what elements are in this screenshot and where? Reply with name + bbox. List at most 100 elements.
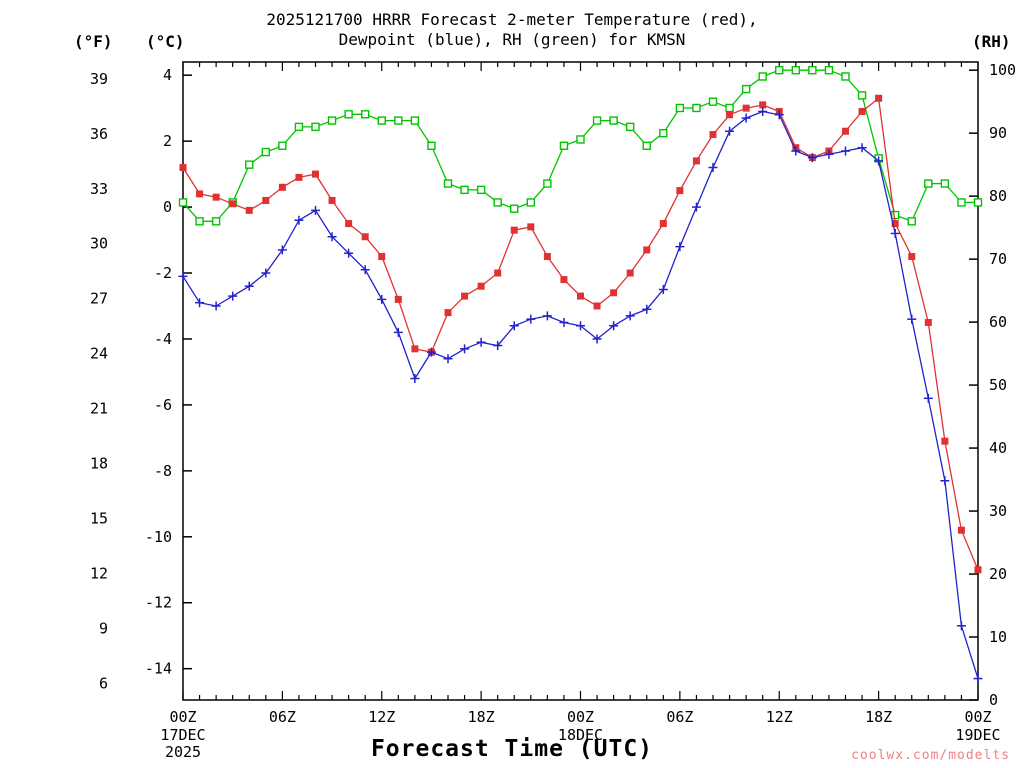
temperature-series-marker: [411, 345, 419, 353]
rh-series-marker: [841, 72, 850, 81]
x-axis-title: Forecast Time (UTC): [370, 736, 654, 762]
x-tick-label: 06Z: [666, 708, 693, 726]
x-date-label: 19DEC: [955, 726, 1000, 744]
rh-series-marker: [294, 122, 304, 132]
temperature-series-marker: [560, 276, 568, 284]
rh-series-marker: [211, 217, 221, 226]
c-tick-label: -6: [154, 396, 172, 414]
rh-series-marker: [576, 135, 585, 144]
x-tick-label: 18Z: [865, 708, 892, 726]
temperature-series-marker: [626, 269, 634, 277]
plot-frame: [182, 61, 979, 701]
rh-tick-label: 100: [989, 61, 1016, 79]
rh-tick-label: 20: [989, 565, 1007, 583]
rh-series-marker: [758, 72, 767, 81]
rh-tick-label: 0: [989, 691, 998, 709]
rh-series-marker: [725, 103, 734, 113]
x-year-label: 2025: [165, 743, 201, 761]
watermark-link[interactable]: coolwx.com/modelts: [851, 748, 1010, 763]
x-date-label: 18DEC: [558, 726, 603, 744]
f-tick-label: 15: [90, 509, 108, 527]
rh-series-marker: [195, 217, 204, 226]
chart-title: 2025121700 HRRR Forecast 2-meter Tempera…: [0, 10, 1024, 50]
f-tick-label: 21: [90, 400, 108, 418]
temperature-series-marker: [842, 127, 849, 135]
x-tick-label: 12Z: [766, 708, 793, 726]
rh-series-marker: [592, 116, 602, 125]
temperature-series-marker: [196, 190, 204, 198]
rh-tick-label: 30: [989, 502, 1007, 520]
temperature-series-line: [182, 97, 979, 571]
rh-series-marker: [890, 210, 900, 220]
f-tick-label: 6: [99, 674, 108, 692]
x-tick-label: 18Z: [468, 708, 495, 726]
rh-series-marker: [708, 97, 718, 106]
rh-series-marker: [692, 103, 701, 113]
rh-series-marker: [344, 110, 353, 119]
c-tick-label: 0: [163, 198, 172, 216]
rh-series-marker: [460, 185, 469, 195]
rh-series-marker: [857, 91, 867, 100]
rh-series-marker: [427, 141, 436, 150]
temperature-series-marker: [262, 196, 270, 204]
rh-series-marker: [360, 110, 370, 119]
temperature-series-marker: [726, 111, 734, 119]
axes: 420-2-4-6-8-10-12-1439363330272421181512…: [90, 61, 1016, 761]
rh-series-marker: [907, 217, 916, 226]
f-tick-label: 24: [90, 345, 108, 363]
temperature-series: [179, 94, 982, 574]
rh-series-marker: [443, 179, 453, 188]
x-tick-label: 06Z: [269, 708, 296, 726]
temperature-series-marker: [477, 282, 485, 290]
temperature-series-marker: [858, 107, 866, 115]
temperature-series-marker: [527, 223, 535, 231]
rh-series-marker: [940, 179, 950, 188]
temperature-series-marker: [543, 253, 551, 261]
rh-series-marker: [394, 116, 403, 125]
rh-series-marker: [510, 204, 519, 213]
rh-series-marker: [377, 116, 386, 125]
rh-tick-label: 50: [989, 376, 1007, 394]
rh-axis-header: (RH): [972, 32, 1011, 51]
rh-series-marker: [327, 116, 337, 125]
x-tick-label: 00Z: [169, 708, 196, 726]
c-tick-label: 2: [163, 132, 172, 150]
c-tick-label: 4: [163, 66, 172, 84]
temperature-series-marker: [312, 170, 319, 178]
rh-series-marker: [675, 103, 685, 113]
rh-tick-label: 60: [989, 313, 1007, 331]
temperature-series-marker: [759, 101, 767, 109]
temperature-series-marker: [593, 302, 601, 310]
rh-series: [178, 65, 983, 226]
celsius-axis-header: (°C): [146, 32, 185, 51]
rh-series-marker: [245, 160, 254, 169]
f-tick-label: 30: [90, 235, 108, 253]
rh-series-marker: [476, 185, 486, 195]
rh-tick-label: 70: [989, 250, 1007, 268]
f-tick-label: 39: [90, 70, 108, 88]
rh-series-marker: [261, 147, 271, 157]
chart-title-line2: Dewpoint (blue), RH (green) for KMSN: [338, 30, 686, 49]
temperature-series-marker: [891, 220, 899, 228]
fahrenheit-axis-header: (°F): [74, 32, 113, 51]
c-tick-label: -10: [145, 528, 172, 546]
temperature-series-marker: [610, 289, 618, 297]
rh-series-marker: [791, 65, 801, 75]
rh-series-marker: [311, 122, 320, 132]
c-tick-label: -8: [154, 462, 172, 480]
dewpoint-series-line: [182, 110, 979, 679]
rh-tick-label: 90: [989, 124, 1007, 142]
rh-series-marker: [543, 179, 552, 188]
rh-series-marker: [642, 141, 651, 150]
rh-series-marker: [659, 128, 668, 138]
chart-title-line1: 2025121700 HRRR Forecast 2-meter Tempera…: [266, 10, 758, 29]
temperature-series-marker: [328, 196, 336, 204]
temperature-series-marker: [245, 206, 253, 214]
temperature-series-marker: [974, 566, 982, 574]
rh-tick-label: 80: [989, 187, 1007, 205]
temperature-series-marker: [659, 220, 667, 228]
f-tick-label: 36: [90, 125, 108, 143]
rh-series-marker: [824, 65, 834, 75]
rh-series-marker: [410, 116, 420, 125]
